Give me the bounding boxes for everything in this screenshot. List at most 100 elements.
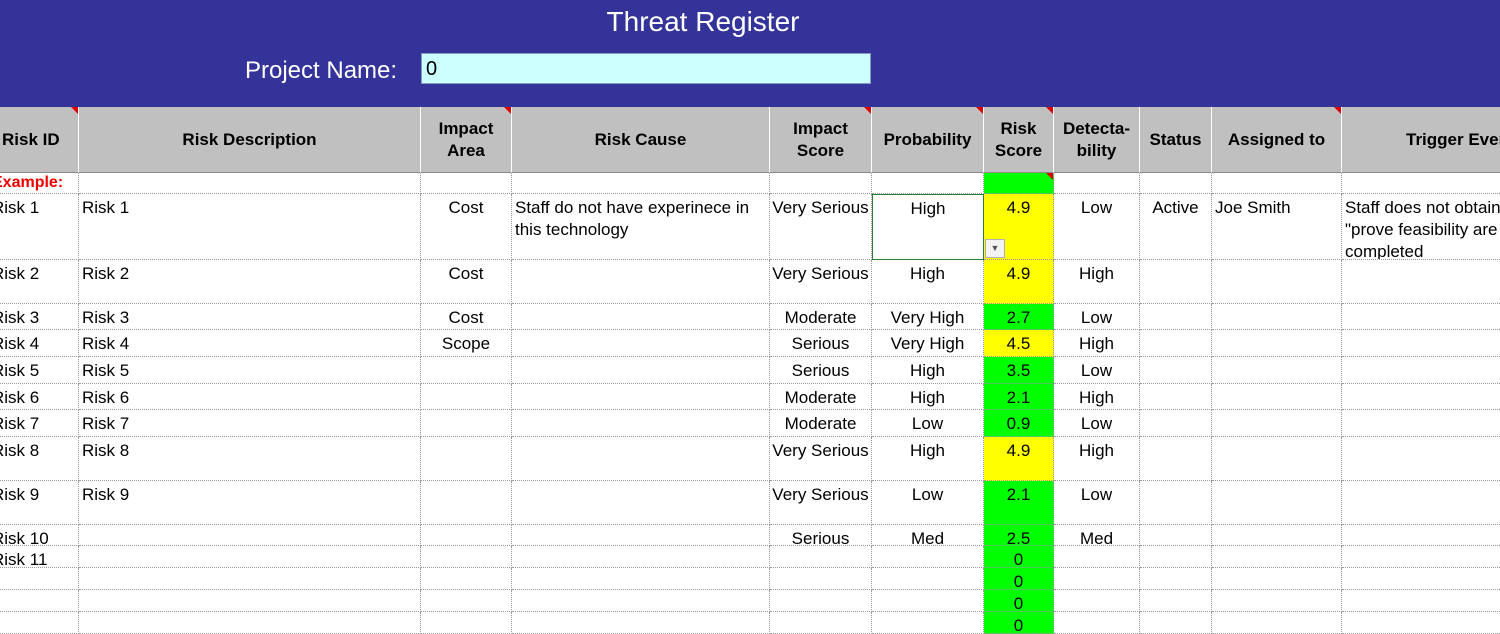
risk-score-cell[interactable]: 2.7	[984, 304, 1054, 330]
example-row-cell[interactable]	[872, 173, 984, 194]
assigned-to-cell[interactable]	[1212, 437, 1342, 481]
risk-id-cell[interactable]: Risk 3	[0, 304, 79, 330]
comment-indicator-icon[interactable]	[1334, 107, 1341, 114]
detectability-cell[interactable]: Low	[1054, 304, 1140, 330]
risk-score-cell[interactable]: 0	[984, 568, 1054, 590]
impact-area-cell[interactable]	[421, 410, 512, 437]
risk-cause-cell[interactable]	[512, 304, 770, 330]
risk-score-cell[interactable]: 2.1	[984, 481, 1054, 525]
probability-cell[interactable]: High	[872, 194, 984, 260]
impact-score-cell[interactable]	[770, 590, 872, 612]
trigger-event-cell[interactable]: Staff does not obtain early "prove feasi…	[1342, 194, 1500, 260]
example-row-cell[interactable]	[421, 173, 512, 194]
detectability-cell[interactable]: Low	[1054, 410, 1140, 437]
assigned-to-cell[interactable]	[1212, 612, 1342, 634]
header-risk-id[interactable]: Risk ID	[0, 107, 79, 173]
impact-area-cell[interactable]	[421, 525, 512, 546]
header-impact-area[interactable]: Impact Area	[421, 107, 512, 173]
impact-score-cell[interactable]: Very Serious	[770, 260, 872, 304]
risk-description-cell[interactable]: Risk 1	[79, 194, 421, 260]
probability-cell[interactable]: High	[872, 260, 984, 304]
status-cell[interactable]	[1140, 590, 1212, 612]
comment-indicator-icon[interactable]	[976, 107, 983, 114]
trigger-event-cell[interactable]	[1342, 357, 1500, 384]
risk-id-cell[interactable]: Risk 1	[0, 194, 79, 260]
header-risk-description[interactable]: Risk Description	[79, 107, 421, 173]
risk-id-cell[interactable]: Risk 9	[0, 481, 79, 525]
assigned-to-cell[interactable]	[1212, 410, 1342, 437]
risk-cause-cell[interactable]	[512, 410, 770, 437]
example-row-cell[interactable]	[1342, 173, 1500, 194]
trigger-event-cell[interactable]	[1342, 410, 1500, 437]
impact-score-cell[interactable]: Serious	[770, 330, 872, 357]
risk-id-cell[interactable]: Risk 11	[0, 546, 79, 568]
impact-area-cell[interactable]	[421, 481, 512, 525]
probability-cell[interactable]	[872, 590, 984, 612]
detectability-cell[interactable]: High	[1054, 330, 1140, 357]
impact-area-cell[interactable]	[421, 384, 512, 410]
risk-description-cell[interactable]: Risk 2	[79, 260, 421, 304]
impact-area-cell[interactable]	[421, 612, 512, 634]
risk-description-cell[interactable]	[79, 546, 421, 568]
trigger-event-cell[interactable]	[1342, 304, 1500, 330]
impact-area-cell[interactable]	[421, 568, 512, 590]
header-status[interactable]: Status	[1140, 107, 1212, 173]
assigned-to-cell[interactable]	[1212, 330, 1342, 357]
impact-score-cell[interactable]: Moderate	[770, 304, 872, 330]
probability-cell[interactable]: Low	[872, 481, 984, 525]
trigger-event-cell[interactable]	[1342, 481, 1500, 525]
impact-area-cell[interactable]: Cost	[421, 194, 512, 260]
risk-id-cell[interactable]	[0, 612, 79, 634]
risk-cause-cell[interactable]: Staff do not have experinece in this tec…	[512, 194, 770, 260]
trigger-event-cell[interactable]	[1342, 612, 1500, 634]
detectability-cell[interactable]: High	[1054, 260, 1140, 304]
status-cell[interactable]	[1140, 437, 1212, 481]
impact-score-cell[interactable]: Moderate	[770, 384, 872, 410]
impact-score-cell[interactable]	[770, 546, 872, 568]
risk-id-cell[interactable]: Risk 7	[0, 410, 79, 437]
example-row-cell[interactable]	[1054, 173, 1140, 194]
comment-indicator-icon[interactable]	[504, 107, 511, 114]
assigned-to-cell[interactable]	[1212, 590, 1342, 612]
assigned-to-cell[interactable]	[1212, 357, 1342, 384]
status-cell[interactable]	[1140, 481, 1212, 525]
probability-cell[interactable]: High	[872, 437, 984, 481]
detectability-cell[interactable]	[1054, 590, 1140, 612]
probability-cell[interactable]	[872, 568, 984, 590]
risk-id-cell[interactable]: Risk 6	[0, 384, 79, 410]
status-cell[interactable]: Active	[1140, 194, 1212, 260]
trigger-event-cell[interactable]	[1342, 384, 1500, 410]
risk-description-cell[interactable]	[79, 568, 421, 590]
risk-cause-cell[interactable]	[512, 612, 770, 634]
status-cell[interactable]	[1140, 568, 1212, 590]
risk-description-cell[interactable]: Risk 4	[79, 330, 421, 357]
example-row-cell[interactable]	[1140, 173, 1212, 194]
trigger-event-cell[interactable]	[1342, 590, 1500, 612]
risk-score-cell[interactable]: 4.9	[984, 437, 1054, 481]
risk-score-cell[interactable]: 4.5	[984, 330, 1054, 357]
impact-area-cell[interactable]: Cost	[421, 260, 512, 304]
probability-cell[interactable]: Very High	[872, 330, 984, 357]
detectability-cell[interactable]: Low	[1054, 194, 1140, 260]
impact-area-cell[interactable]	[421, 437, 512, 481]
risk-cause-cell[interactable]	[512, 481, 770, 525]
detectability-cell[interactable]: High	[1054, 437, 1140, 481]
impact-score-cell[interactable]	[770, 612, 872, 634]
header-trigger-event[interactable]: Trigger Event	[1342, 107, 1500, 173]
impact-area-cell[interactable]: Scope	[421, 330, 512, 357]
risk-score-cell[interactable]: 2.1	[984, 384, 1054, 410]
status-cell[interactable]	[1140, 260, 1212, 304]
risk-score-cell[interactable]: 0.9	[984, 410, 1054, 437]
risk-cause-cell[interactable]	[512, 260, 770, 304]
detectability-cell[interactable]: High	[1054, 384, 1140, 410]
assigned-to-cell[interactable]: Joe Smith	[1212, 194, 1342, 260]
risk-id-cell[interactable]: Risk 10	[0, 525, 79, 546]
risk-description-cell[interactable]: Risk 6	[79, 384, 421, 410]
risk-cause-cell[interactable]	[512, 384, 770, 410]
trigger-event-cell[interactable]	[1342, 437, 1500, 481]
risk-id-cell[interactable]	[0, 568, 79, 590]
impact-score-cell[interactable]: Very Serious	[770, 194, 872, 260]
risk-cause-cell[interactable]	[512, 546, 770, 568]
example-row-cell[interactable]	[79, 173, 421, 194]
detectability-cell[interactable]	[1054, 612, 1140, 634]
